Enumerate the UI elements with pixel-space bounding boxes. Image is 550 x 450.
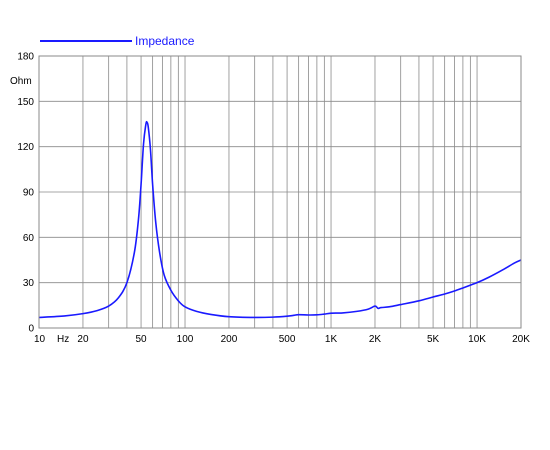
x-tick-label: 10K [468, 334, 486, 345]
series-line-impedance [38, 120, 522, 319]
y-tick-label: 150 [17, 97, 34, 108]
grid [39, 56, 521, 328]
y-axis-ticks: 0 30 60 90 120 150 180 [17, 52, 34, 335]
y-tick-label: 90 [23, 188, 35, 199]
x-tick-label: 2K [369, 334, 382, 345]
x-tick-label: 5K [427, 334, 440, 345]
y-tick-label: 0 [28, 324, 34, 335]
x-tick-label: 1K [325, 334, 338, 345]
x-axis-ticks: 10 20 50 100 200 500 1K 2K 5K 10K 20K [34, 334, 530, 345]
y-tick-label: 60 [23, 233, 35, 244]
x-tick-label: 20K [512, 334, 530, 345]
y-tick-label: 30 [23, 278, 35, 289]
x-tick-label: 500 [279, 334, 296, 345]
x-tick-label: 50 [135, 334, 147, 345]
x-tick-label: 10 [34, 334, 46, 345]
legend-label-impedance: Impedance [135, 34, 195, 48]
x-axis-unit-label: Hz [57, 334, 69, 345]
x-tick-label: 20 [77, 334, 89, 345]
y-axis-unit-label: Ohm [10, 76, 32, 87]
legend: Impedance [40, 34, 195, 48]
y-tick-label: 180 [17, 52, 34, 63]
x-tick-label: 200 [221, 334, 238, 345]
x-tick-label: 100 [177, 334, 194, 345]
plot-frame [38, 55, 522, 329]
y-tick-label: 120 [17, 142, 34, 153]
